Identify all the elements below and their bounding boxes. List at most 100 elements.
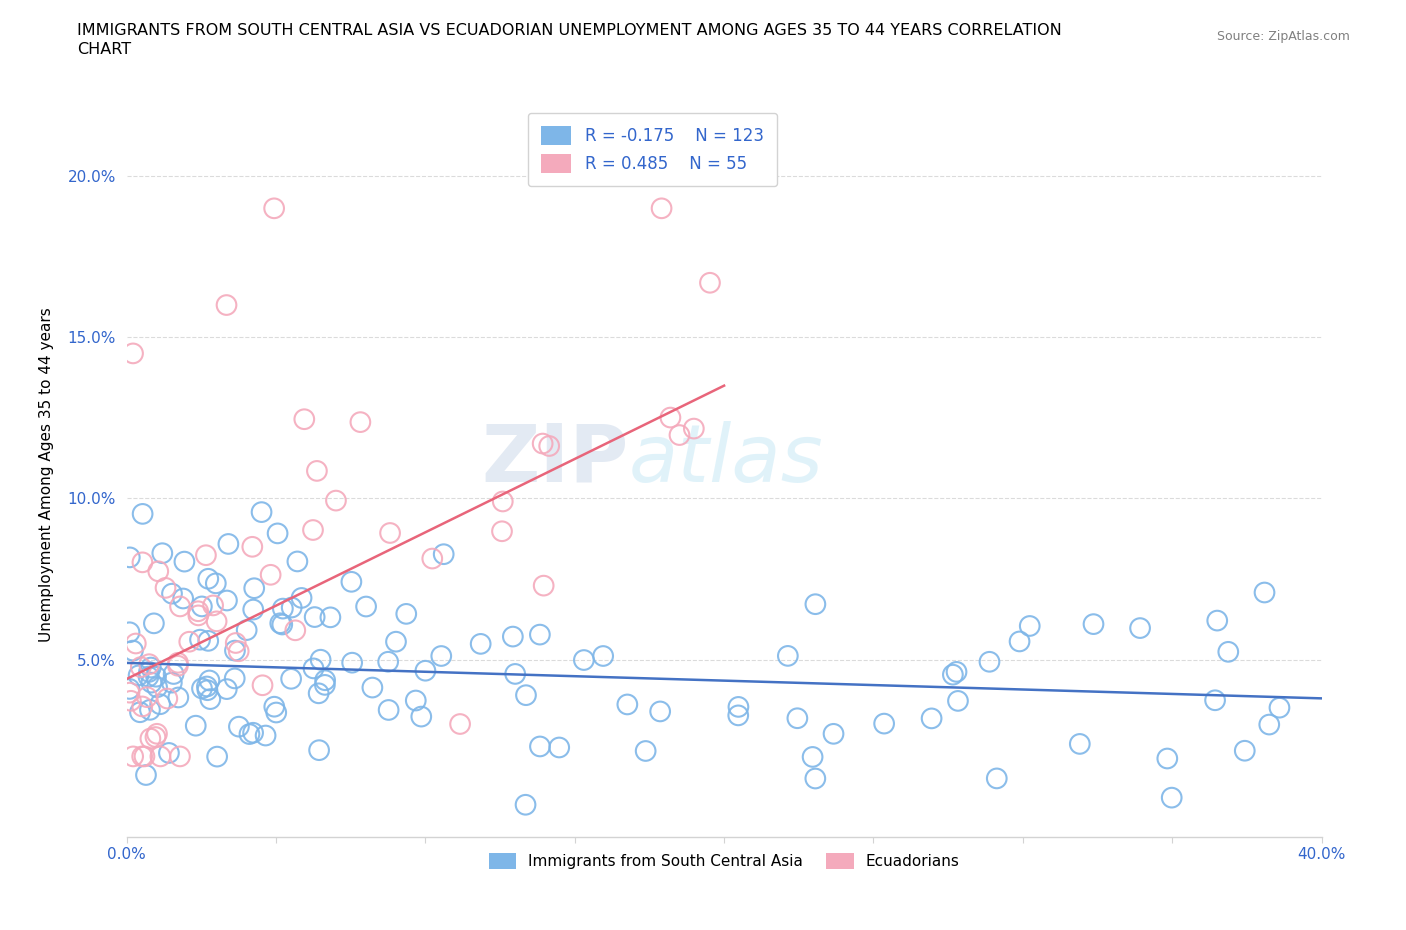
Text: ZIP: ZIP <box>481 420 628 498</box>
Point <box>131 699 153 714</box>
Point <box>1258 717 1281 732</box>
Point <box>135 767 157 782</box>
Point <box>194 548 217 563</box>
Point <box>179 634 201 649</box>
Point <box>946 694 969 709</box>
Point <box>305 463 328 478</box>
Point <box>217 537 239 551</box>
Point <box>125 636 148 651</box>
Point <box>531 436 554 451</box>
Point <box>215 682 238 697</box>
Point <box>242 725 264 740</box>
Point <box>150 546 173 561</box>
Point <box>188 632 211 647</box>
Point <box>515 797 537 812</box>
Point <box>224 644 246 658</box>
Point <box>146 726 169 741</box>
Point <box>986 771 1008 786</box>
Point <box>242 602 264 617</box>
Point <box>269 616 291 631</box>
Point <box>187 604 209 618</box>
Point <box>122 346 145 361</box>
Point <box>172 591 194 606</box>
Point <box>157 746 180 761</box>
Point <box>287 554 309 569</box>
Point <box>309 652 332 667</box>
Point <box>243 581 266 596</box>
Point <box>187 608 209 623</box>
Point <box>197 633 219 648</box>
Point <box>139 702 162 717</box>
Point <box>142 616 165 631</box>
Point <box>264 705 287 720</box>
Point <box>145 730 167 745</box>
Point <box>191 599 214 614</box>
Point <box>945 664 967 679</box>
Point <box>502 629 524 644</box>
Point <box>259 567 281 582</box>
Point <box>266 526 288 541</box>
Point <box>801 750 824 764</box>
Point <box>395 606 418 621</box>
Point <box>173 554 195 569</box>
Point <box>263 699 285 714</box>
Point <box>191 681 214 696</box>
Point <box>302 523 325 538</box>
Point <box>776 648 799 663</box>
Point <box>319 610 342 625</box>
Point <box>284 623 307 638</box>
Point <box>1160 790 1182 805</box>
Point <box>340 656 363 671</box>
Point <box>228 644 250 658</box>
Point <box>118 682 141 697</box>
Text: Source: ZipAtlas.com: Source: ZipAtlas.com <box>1216 30 1350 43</box>
Point <box>727 699 749 714</box>
Point <box>873 716 896 731</box>
Point <box>271 618 294 632</box>
Point <box>325 493 347 508</box>
Point <box>141 675 163 690</box>
Point <box>146 680 169 695</box>
Point <box>263 201 285 216</box>
Point <box>304 610 326 625</box>
Point <box>572 653 595 668</box>
Point <box>148 564 170 578</box>
Point <box>377 702 399 717</box>
Point <box>197 571 219 586</box>
Point <box>254 728 277 743</box>
Point <box>202 598 225 613</box>
Point <box>1253 585 1275 600</box>
Point <box>228 719 250 734</box>
Point <box>1083 617 1105 631</box>
Point <box>308 743 330 758</box>
Point <box>979 655 1001 670</box>
Point <box>290 591 312 605</box>
Point <box>131 555 153 570</box>
Point <box>252 678 274 693</box>
Point <box>129 659 152 674</box>
Point <box>195 679 218 694</box>
Point <box>1129 620 1152 635</box>
Point <box>167 658 190 673</box>
Point <box>430 648 453 663</box>
Point <box>131 749 153 764</box>
Point <box>699 275 721 290</box>
Point <box>921 711 943 725</box>
Point <box>122 644 145 658</box>
Point <box>668 428 690 443</box>
Point <box>786 711 808 725</box>
Point <box>634 744 657 759</box>
Point <box>145 670 167 684</box>
Point <box>449 717 471 732</box>
Point <box>149 749 172 764</box>
Point <box>491 524 513 538</box>
Point <box>538 439 561 454</box>
Point <box>592 648 614 663</box>
Text: CHART: CHART <box>77 42 131 57</box>
Point <box>138 670 160 684</box>
Point <box>361 680 384 695</box>
Point <box>225 635 247 650</box>
Point <box>139 731 162 746</box>
Point <box>138 657 160 671</box>
Point <box>823 726 845 741</box>
